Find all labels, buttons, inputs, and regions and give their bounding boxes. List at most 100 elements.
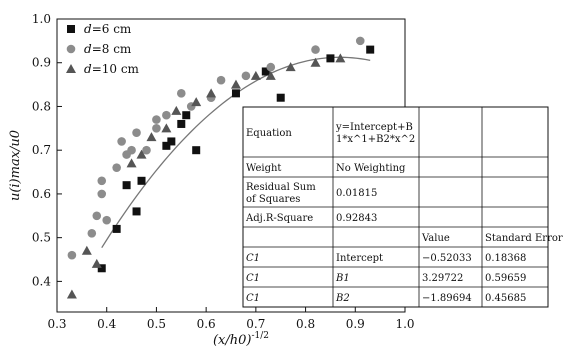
triangle-data-point — [146, 132, 157, 142]
x-tick-label: 1.0 — [395, 317, 414, 331]
circle-data-point — [127, 145, 136, 155]
table-cell-text: 0.59659 — [485, 273, 526, 284]
table-cell-text: B2 — [335, 293, 350, 304]
square-data-point — [182, 111, 191, 120]
triangle-data-point — [81, 245, 92, 255]
x-tick-label: 0.6 — [197, 317, 216, 331]
triangle-data-point — [206, 88, 217, 98]
table-cell-text: Residual Sum — [246, 182, 316, 193]
circle-data-point — [142, 145, 151, 155]
circle-data-point — [87, 228, 97, 238]
circle-data-point — [132, 128, 141, 138]
triangle-data-point — [265, 70, 276, 80]
triangle-data-point — [191, 97, 202, 107]
circle-data-point — [102, 215, 112, 225]
table-cell-text: Standard Error — [485, 233, 563, 244]
triangle-data-point — [171, 105, 182, 115]
legend-label: d=6 cm — [84, 22, 132, 36]
y-tick-label: 0.7 — [32, 143, 51, 157]
table-cell-text: 1*x^1+B2*x^2 — [336, 134, 415, 145]
x-tick-label: 0.7 — [246, 317, 265, 331]
square-data-point — [231, 89, 240, 98]
legend-marker — [66, 64, 76, 73]
circle-data-point — [176, 89, 186, 98]
legend-marker — [67, 25, 75, 33]
triangle-data-point — [126, 158, 137, 168]
triangle-data-point — [161, 123, 172, 133]
table-cell-text: 0.92843 — [336, 213, 377, 224]
table-cell-text: −1.89694 — [422, 293, 472, 304]
y-tick-label: 1.0 — [32, 12, 51, 26]
circle-data-point — [97, 176, 107, 186]
table-cell-text: of Squares — [246, 194, 300, 205]
y-axis-label: u(i)max/u0 — [8, 130, 23, 201]
y-tick-label: 0.6 — [32, 187, 51, 201]
table-cell-text: C1 — [246, 293, 260, 304]
square-data-point — [162, 141, 171, 150]
triangle-data-point — [230, 79, 241, 89]
y-tick-label: 0.5 — [32, 231, 51, 245]
circle-data-point — [97, 189, 107, 199]
circle-data-point — [117, 137, 126, 146]
table-cell-text: −0.52033 — [422, 253, 472, 264]
x-tick-label: 0.5 — [147, 317, 166, 331]
x-tick-label: 0.8 — [296, 317, 315, 331]
square-data-point — [112, 224, 121, 233]
triangle-data-point — [136, 149, 147, 159]
table-cell-text: No Weighting — [336, 163, 406, 174]
triangle-data-point — [66, 289, 77, 299]
table-cell-text: Weight — [246, 163, 281, 174]
square-data-point — [167, 137, 176, 146]
table-cell-text: 0.45685 — [485, 293, 526, 304]
triangle-data-point — [335, 53, 346, 63]
table-cell-text: Equation — [246, 128, 292, 139]
square-data-point — [326, 54, 335, 63]
circle-data-point — [266, 62, 276, 72]
x-tick-label: 0.3 — [47, 317, 66, 331]
table-cell-text: C1 — [246, 273, 260, 284]
circle-data-point — [67, 250, 77, 260]
circle-data-point — [162, 110, 171, 120]
square-data-point — [177, 119, 186, 128]
x-tick-label: 0.4 — [97, 317, 116, 331]
square-data-point — [366, 45, 375, 54]
y-tick-label: 0.8 — [32, 99, 51, 113]
circle-data-point — [152, 124, 161, 133]
circle-data-point — [112, 163, 121, 172]
table-cell-text: Adj.R-Square — [245, 213, 313, 224]
table-cell-text: 3.29722 — [422, 273, 463, 284]
table-cell-text: 0.18368 — [485, 253, 526, 264]
circle-data-point — [311, 45, 320, 54]
circle-data-point — [241, 71, 251, 81]
square-data-point — [97, 264, 106, 273]
table-cell-text: Value — [421, 233, 450, 244]
x-axis-label: (x/h0)-1/2 — [213, 331, 269, 348]
triangle-data-point — [91, 258, 102, 268]
table-cell-text: C1 — [246, 253, 260, 264]
table-cell-text: Intercept — [336, 253, 383, 264]
circle-data-point — [355, 36, 365, 46]
x-tick-label: 0.9 — [346, 317, 365, 331]
square-data-point — [132, 207, 141, 216]
square-data-point — [261, 67, 270, 76]
triangle-data-point — [285, 62, 296, 72]
circle-data-point — [92, 211, 102, 221]
circle-data-point — [216, 75, 226, 85]
square-data-point — [276, 93, 285, 102]
legend-label: d=10 cm — [84, 62, 140, 76]
triangle-data-point — [250, 70, 261, 80]
square-data-point — [122, 181, 131, 190]
legend-label: d=8 cm — [84, 42, 132, 56]
table-cell-text: y=Intercept+B — [335, 122, 413, 133]
circle-data-point — [152, 115, 161, 124]
table-cell-text: 0.01815 — [336, 188, 377, 199]
y-tick-label: 0.4 — [32, 274, 51, 288]
legend-marker — [66, 44, 76, 54]
square-data-point — [137, 176, 146, 185]
triangle-data-point — [310, 57, 321, 67]
square-data-point — [192, 146, 201, 155]
y-tick-label: 0.9 — [32, 56, 51, 70]
table-cell-text: B1 — [335, 273, 350, 284]
